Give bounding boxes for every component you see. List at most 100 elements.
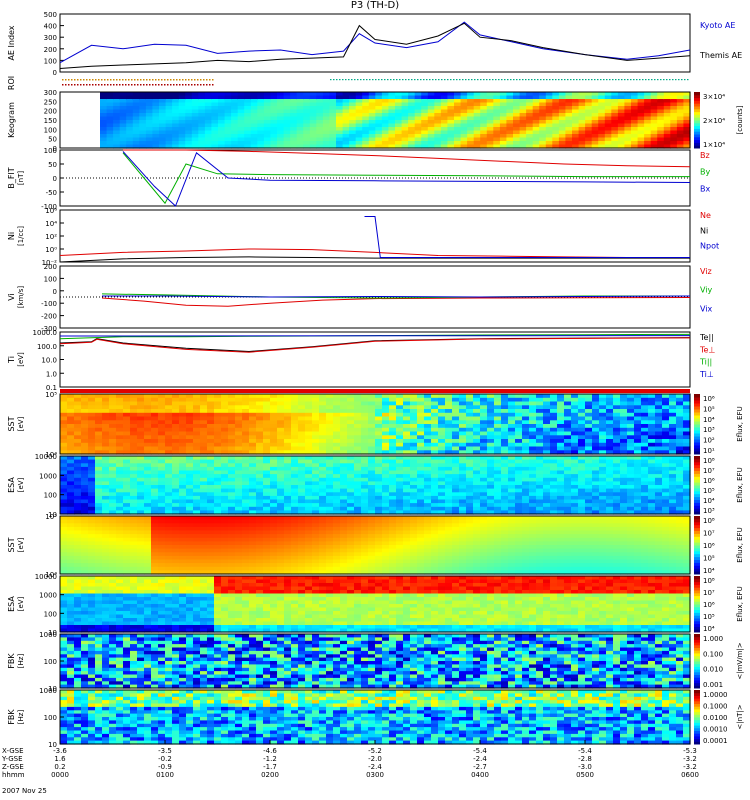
heatmap-cell [291,503,299,508]
heatmap-cell [434,113,442,118]
heatmap-cell [74,545,82,550]
heatmap-cell [657,134,665,139]
heatmap-cell [578,116,586,121]
heatmap-cell [277,450,285,455]
heatmap-cell [200,499,208,504]
heatmap-cell [113,106,121,111]
heatmap-cell [529,470,537,475]
heatmap-cell [487,412,495,418]
heatmap-cell [109,456,117,461]
heatmap-cell [434,102,442,107]
heatmap-cell [662,492,670,497]
roi-mark [483,79,485,81]
heatmap-cell [312,510,320,515]
roi-mark [675,79,677,81]
heatmap-cell [571,420,579,425]
heatmap-cell [361,456,369,461]
heatmap-cell [151,523,159,528]
heatmap-cell [382,446,390,451]
heatmap-cell [228,503,236,508]
heatmap-cell [396,474,404,479]
heatmap-cell [172,431,180,436]
heatmap-cell [368,116,376,121]
heatmap-cell [389,470,397,475]
heatmap-cell [382,485,390,490]
heatmap-cell [151,516,159,521]
heatmap-cell [460,102,468,107]
heatmap-cell [676,109,685,114]
heatmap-cell [585,116,593,121]
heatmap-cell [613,424,621,429]
heatmap-cell [237,130,245,135]
heatmap-cell [421,123,429,128]
heatmap-cell [263,134,272,139]
heatmap-cell [620,401,628,406]
heatmap-cell [283,134,291,139]
heatmap-cell [158,566,166,571]
heatmap-cell [235,456,243,461]
heatmap-cell [193,459,201,464]
heatmap-cell [501,427,509,433]
heatmap-cell [60,442,68,448]
heatmap-cell [326,416,334,421]
heatmap-cell [662,412,670,418]
heatmap-cell [200,510,208,515]
heatmap-cell [637,102,645,107]
y-tick-label: 400 [44,23,57,31]
heatmap-cell [634,435,642,440]
heatmap-cell [515,412,523,418]
heatmap-cell [501,481,509,486]
heatmap-cell [312,442,320,448]
heatmap-cell [298,401,306,406]
heatmap-cell [669,431,677,436]
roi-mark [663,79,665,81]
heatmap-cell [191,113,199,118]
heatmap-cell [88,548,96,553]
heatmap-cell [284,409,292,414]
heatmap-cell [508,510,516,515]
heatmap-cell [200,431,208,436]
heatmap-cell [88,397,96,403]
heatmap-cell [319,506,327,511]
heatmap-cell [74,495,82,501]
heatmap-cell [634,459,642,464]
heatmap-cell [650,127,658,132]
heatmap-cell [312,474,320,479]
colorbar-tick-label: 10⁷ [703,467,715,475]
heatmap-cell [683,127,691,132]
heatmap-cell [126,144,134,149]
heatmap-cell [88,555,96,561]
heatmap-cell [585,144,593,149]
panel-units: [eV] [17,352,25,367]
heatmap-cell [494,401,502,406]
heatmap-cell [613,503,621,508]
heatmap-cell [529,439,537,444]
heatmap-cell [319,463,327,468]
heatmap-cell [231,137,239,142]
heatmap-cell [410,394,418,399]
heatmap-cell [578,466,586,472]
colorbar-cell [694,451,700,455]
heatmap-cell [81,566,89,571]
heatmap-cell [648,510,656,515]
heatmap-cell [137,566,145,571]
roi-mark [612,79,614,81]
heatmap-cell [178,99,186,104]
heatmap-cell [499,137,508,142]
heatmap-cell [613,463,621,468]
heatmap-cell [88,435,96,440]
heatmap-cell [578,492,586,497]
heatmap-cell [179,420,187,425]
heatmap-cell [431,499,439,504]
heatmap-cell [102,495,110,501]
heatmap-cell [249,397,257,403]
heatmap-cell [526,106,534,111]
heatmap-cell [291,416,299,421]
heatmap-cell [316,144,324,149]
heatmap-cell [214,409,222,414]
heatmap-cell [487,435,495,440]
heatmap-cell [277,492,285,497]
heatmap-cell [445,495,453,501]
heatmap-cell [545,123,553,128]
heatmap-cell [283,92,291,97]
